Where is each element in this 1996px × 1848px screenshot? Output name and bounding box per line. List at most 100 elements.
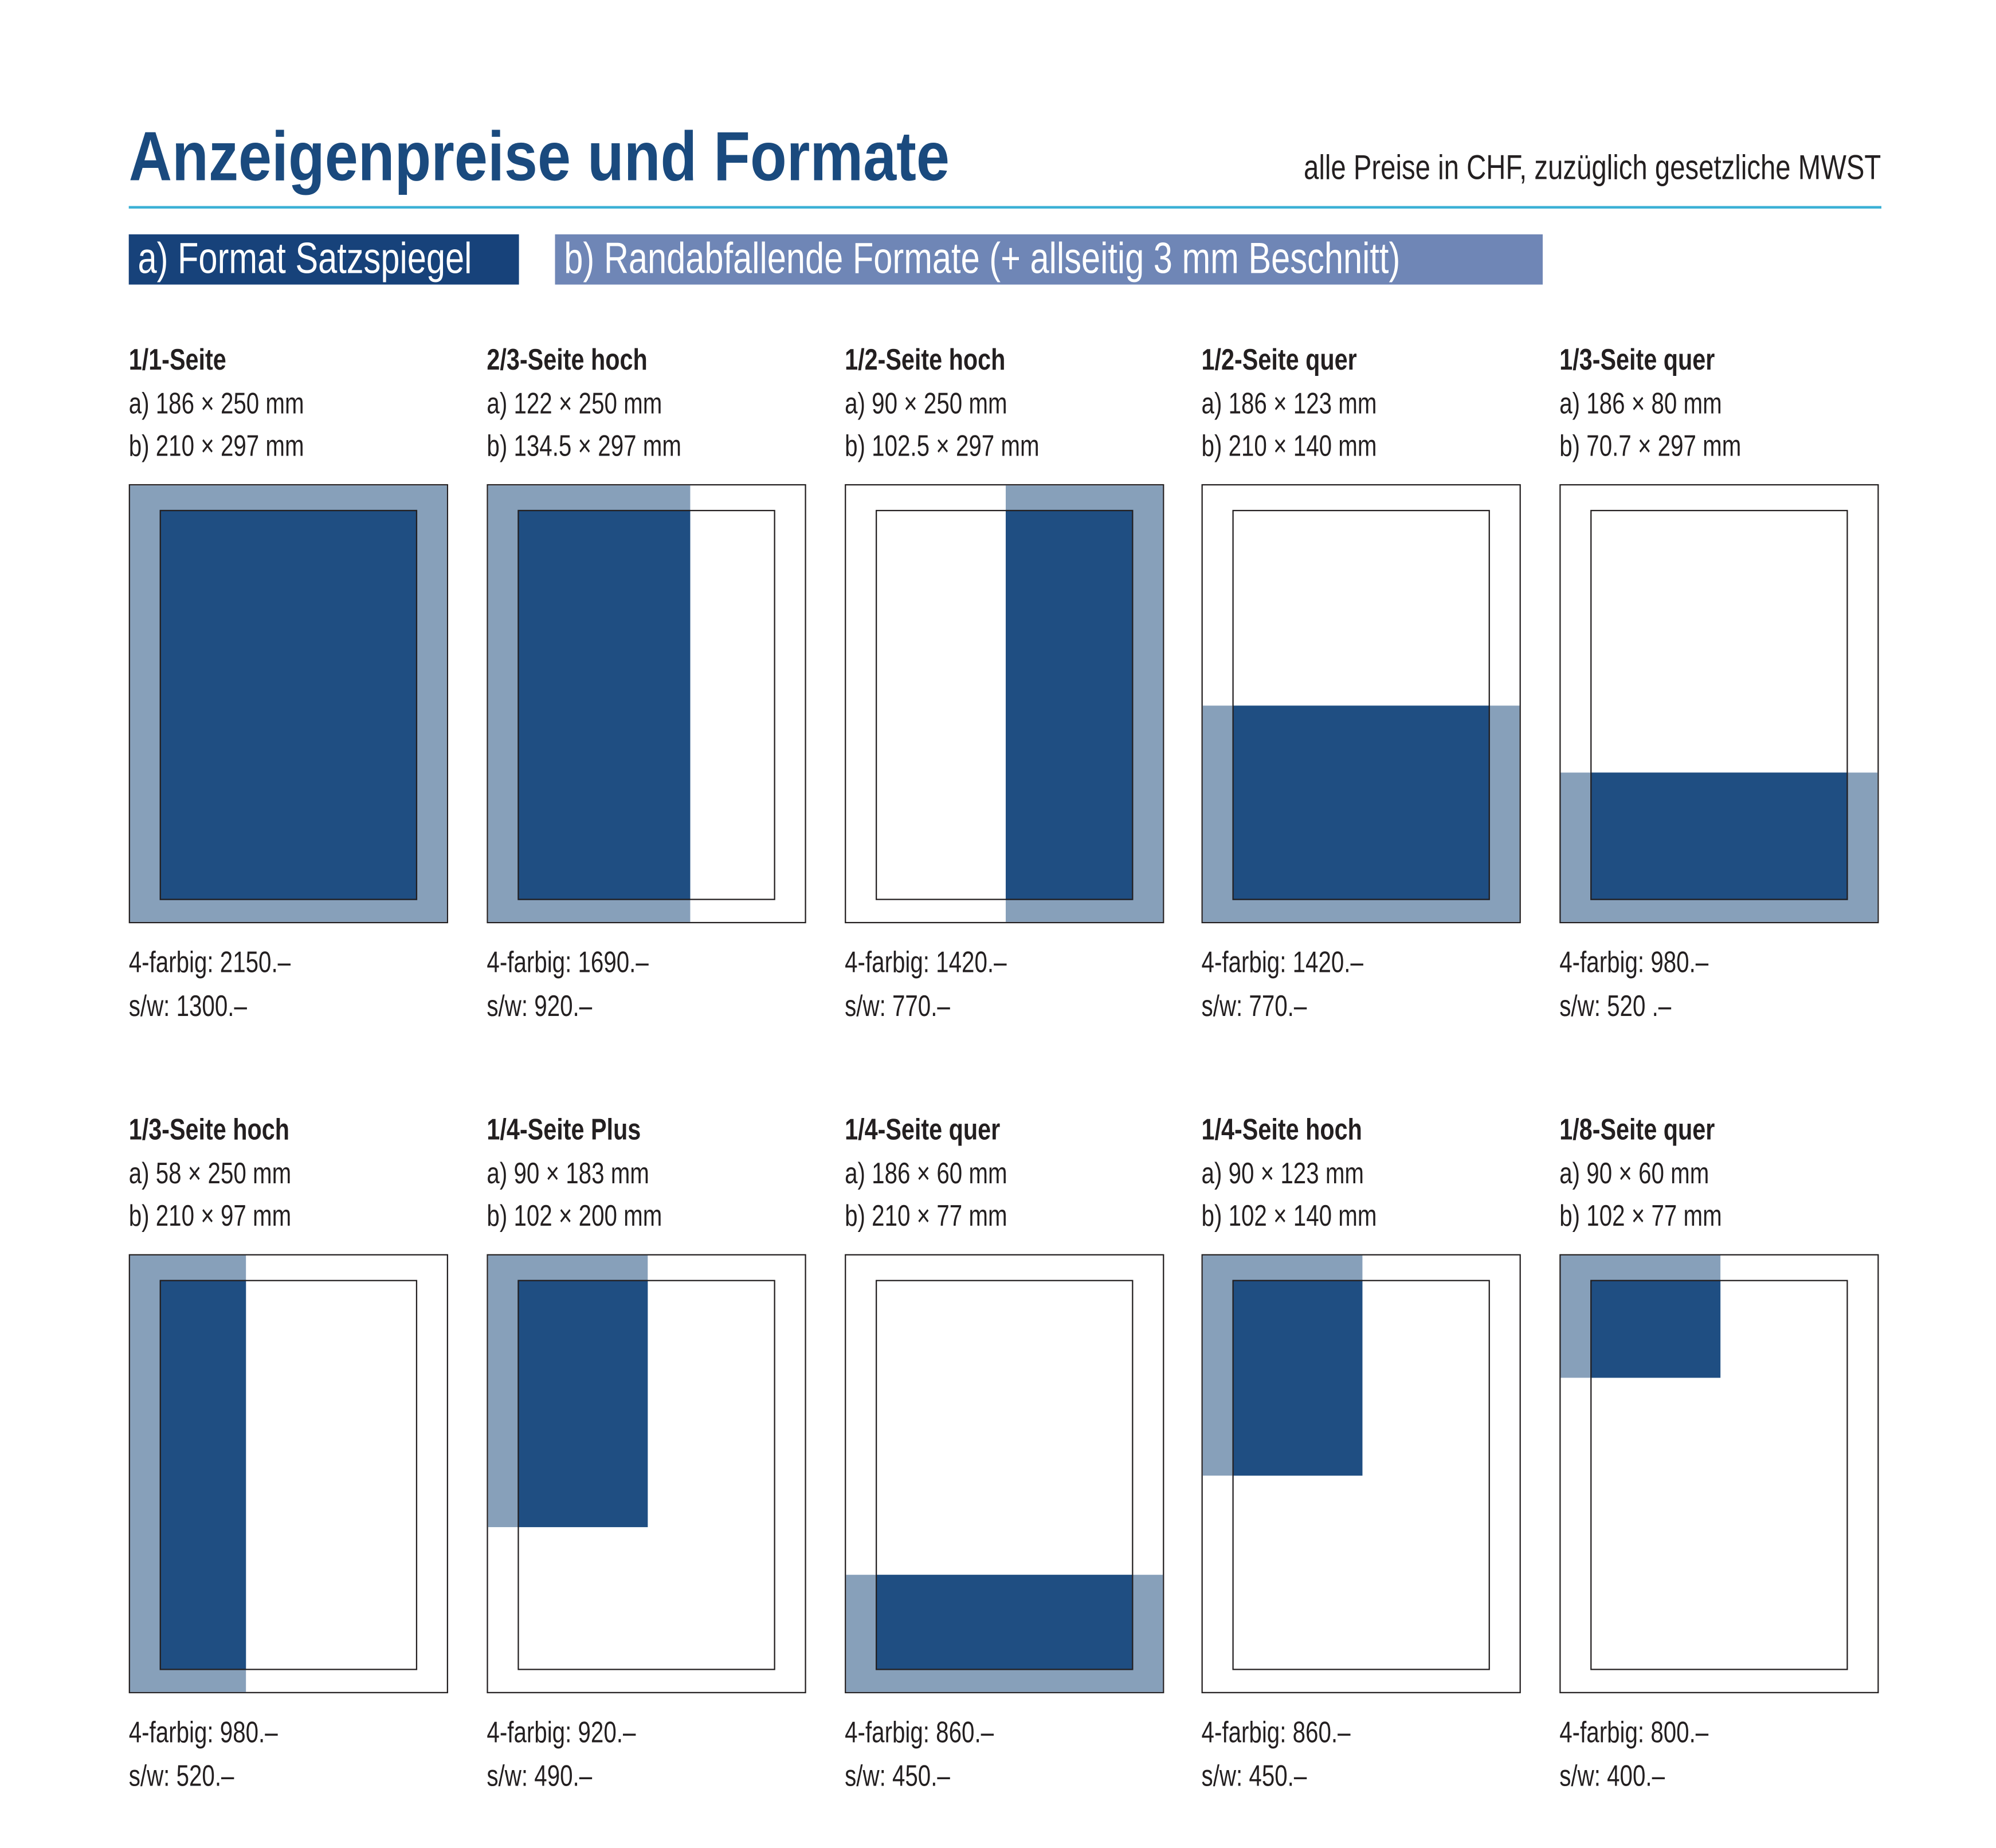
format-size-randabfallend: b) 210 × 97 mm — [129, 1196, 337, 1235]
ad-area — [517, 1280, 648, 1528]
price-color: 4-farbig: 1420.– — [1202, 943, 1409, 981]
format-name: 1/1-Seite — [129, 340, 251, 378]
price-bw: s/w: 520 .– — [1559, 986, 1703, 1025]
legend-satzspiegel: a) Format Satzspiegel — [128, 234, 519, 285]
format-size-randabfallend: b) 102.5 × 297 mm — [845, 426, 1094, 465]
type-area-outline — [1590, 1280, 1848, 1670]
format-name-text: 1/3-Seite quer — [1559, 342, 1715, 376]
price-color-text: 4-farbig: 860.– — [1201, 1715, 1351, 1749]
price-bw-text: s/w: 920.– — [487, 988, 593, 1023]
format-name: 1/3-Seite hoch — [129, 1110, 330, 1148]
price-color-text: 4-farbig: 920.– — [487, 1715, 636, 1749]
type-area-outline — [876, 1280, 1134, 1670]
format-size-satzspiegel: a) 90 × 60 mm — [1559, 1153, 1751, 1192]
price-note-text: alle Preise in CHF, zuzüglich gesetzlich… — [1304, 148, 1882, 187]
type-area-outline — [517, 1280, 775, 1670]
price-color: 4-farbig: 980.– — [1559, 943, 1750, 981]
format-diagram — [1201, 484, 1521, 924]
format-diagram — [487, 1254, 806, 1693]
ad-area — [1232, 705, 1490, 900]
format-size-randabfallend: b) 102 × 140 mm — [1202, 1196, 1426, 1235]
price-bw: s/w: 450.– — [1202, 1756, 1337, 1795]
price-bw-text: s/w: 770.– — [1201, 988, 1307, 1023]
format-size-randabfallend: b) 210 × 77 mm — [845, 1196, 1053, 1235]
format-size-satzspiegel: a) 90 × 123 mm — [1202, 1153, 1410, 1192]
format-name: 1/4-Seite hoch — [1202, 1110, 1402, 1148]
format-name: 1/3-Seite quer — [1559, 340, 1754, 378]
format-size-satzspiegel-text: a) 90 × 123 mm — [1201, 1156, 1364, 1190]
format-size-randabfallend-text: b) 102 × 77 mm — [1559, 1199, 1722, 1233]
price-bw-text: s/w: 1300.– — [128, 988, 247, 1023]
type-area-outline — [159, 509, 418, 900]
format-size-satzspiegel: a) 186 × 250 mm — [129, 384, 354, 422]
price-color-text: 4-farbig: 860.– — [845, 1715, 994, 1749]
legend-randabfallend-label: b) Randabfallende Formate (+ allseitig 3… — [564, 234, 1401, 284]
format-size-randabfallend-text: b) 70.7 × 297 mm — [1559, 429, 1742, 462]
format-size-randabfallend-text: b) 210 × 77 mm — [845, 1199, 1007, 1233]
format-size-randabfallend: b) 210 × 140 mm — [1202, 426, 1426, 465]
ad-area — [876, 1575, 1134, 1670]
format-size-satzspiegel: a) 58 × 250 mm — [129, 1153, 337, 1192]
format-name-text: 1/2-Seite quer — [1201, 342, 1357, 376]
price-color-text: 4-farbig: 1420.– — [1201, 945, 1363, 979]
format-name: 1/4-Seite quer — [845, 1110, 1039, 1148]
ad-area — [1590, 772, 1848, 900]
format-size-randabfallend-text: b) 210 × 140 mm — [1201, 429, 1377, 462]
format-name: 1/8-Seite quer — [1559, 1110, 1754, 1148]
format-size-satzspiegel-text: a) 90 × 60 mm — [1559, 1156, 1709, 1190]
type-area-outline — [876, 509, 1134, 900]
format-diagram — [1201, 1254, 1521, 1693]
price-bw-text: s/w: 450.– — [1201, 1759, 1307, 1792]
price-color: 4-farbig: 980.– — [129, 1713, 320, 1751]
type-area-outline — [517, 509, 775, 900]
ad-area — [1005, 509, 1134, 900]
format-size-satzspiegel-text: a) 122 × 250 mm — [487, 386, 662, 420]
ad-area — [159, 1280, 246, 1670]
format-size-satzspiegel-text: a) 90 × 183 mm — [487, 1156, 649, 1190]
type-area-outline — [1232, 509, 1490, 900]
price-bw: s/w: 450.– — [845, 1756, 980, 1795]
format-size-satzspiegel-text: a) 58 × 250 mm — [128, 1156, 292, 1190]
price-bw: s/w: 770.– — [1202, 986, 1337, 1025]
price-color: 4-farbig: 860.– — [845, 1713, 1036, 1751]
price-color: 4-farbig: 860.– — [1202, 1713, 1393, 1751]
type-area-outline — [1590, 509, 1848, 900]
format-name-text: 1/1-Seite — [128, 342, 226, 376]
price-color-text: 4-farbig: 980.– — [1559, 945, 1709, 979]
format-size-randabfallend: b) 134.5 × 297 mm — [487, 426, 736, 465]
format-name: 2/3-Seite hoch — [487, 340, 687, 378]
format-size-randabfallend: b) 210 × 297 mm — [129, 426, 354, 465]
price-bw-text: s/w: 770.– — [845, 988, 950, 1023]
format-name-text: 1/4-Seite quer — [845, 1112, 1001, 1146]
title-divider — [128, 206, 1882, 209]
price-color-text: 4-farbig: 800.– — [1559, 1715, 1709, 1749]
format-size-satzspiegel: a) 90 × 183 mm — [487, 1153, 695, 1192]
price-bw-text: s/w: 520.– — [128, 1759, 234, 1792]
format-size-satzspiegel-text: a) 90 × 250 mm — [845, 386, 1007, 420]
format-size-randabfallend-text: b) 102 × 200 mm — [487, 1199, 662, 1233]
price-bw: s/w: 920.– — [487, 986, 622, 1025]
type-area-outline — [159, 1280, 418, 1670]
format-size-satzspiegel: a) 186 × 80 mm — [1559, 384, 1767, 422]
format-name-text: 2/3-Seite hoch — [487, 342, 648, 376]
price-color-text: 4-farbig: 2150.– — [128, 945, 291, 979]
format-size-satzspiegel-text: a) 186 × 80 mm — [1559, 386, 1722, 420]
format-size-randabfallend: b) 102 × 200 mm — [487, 1196, 711, 1235]
price-bw-text: s/w: 520 .– — [1559, 988, 1672, 1023]
price-color: 4-farbig: 1690.– — [487, 943, 694, 981]
format-diagram — [487, 484, 806, 924]
type-area-outline — [1232, 1280, 1490, 1670]
format-size-satzspiegel: a) 90 × 250 mm — [845, 384, 1053, 422]
format-size-randabfallend: b) 102 × 77 mm — [1559, 1196, 1767, 1235]
price-color: 4-farbig: 1420.– — [845, 943, 1052, 981]
format-diagram — [1559, 484, 1879, 924]
format-diagram — [128, 484, 448, 924]
price-bw-text: s/w: 450.– — [845, 1759, 950, 1792]
price-color: 4-farbig: 800.– — [1559, 1713, 1750, 1751]
page-title: Anzeigenpreise und Formate — [129, 116, 1083, 198]
format-size-randabfallend-text: b) 210 × 97 mm — [128, 1199, 292, 1233]
format-size-satzspiegel-text: a) 186 × 123 mm — [1201, 386, 1377, 420]
price-bw: s/w: 520.– — [129, 1756, 264, 1795]
format-size-satzspiegel-text: a) 186 × 250 mm — [128, 386, 304, 420]
format-diagram — [845, 1254, 1164, 1693]
